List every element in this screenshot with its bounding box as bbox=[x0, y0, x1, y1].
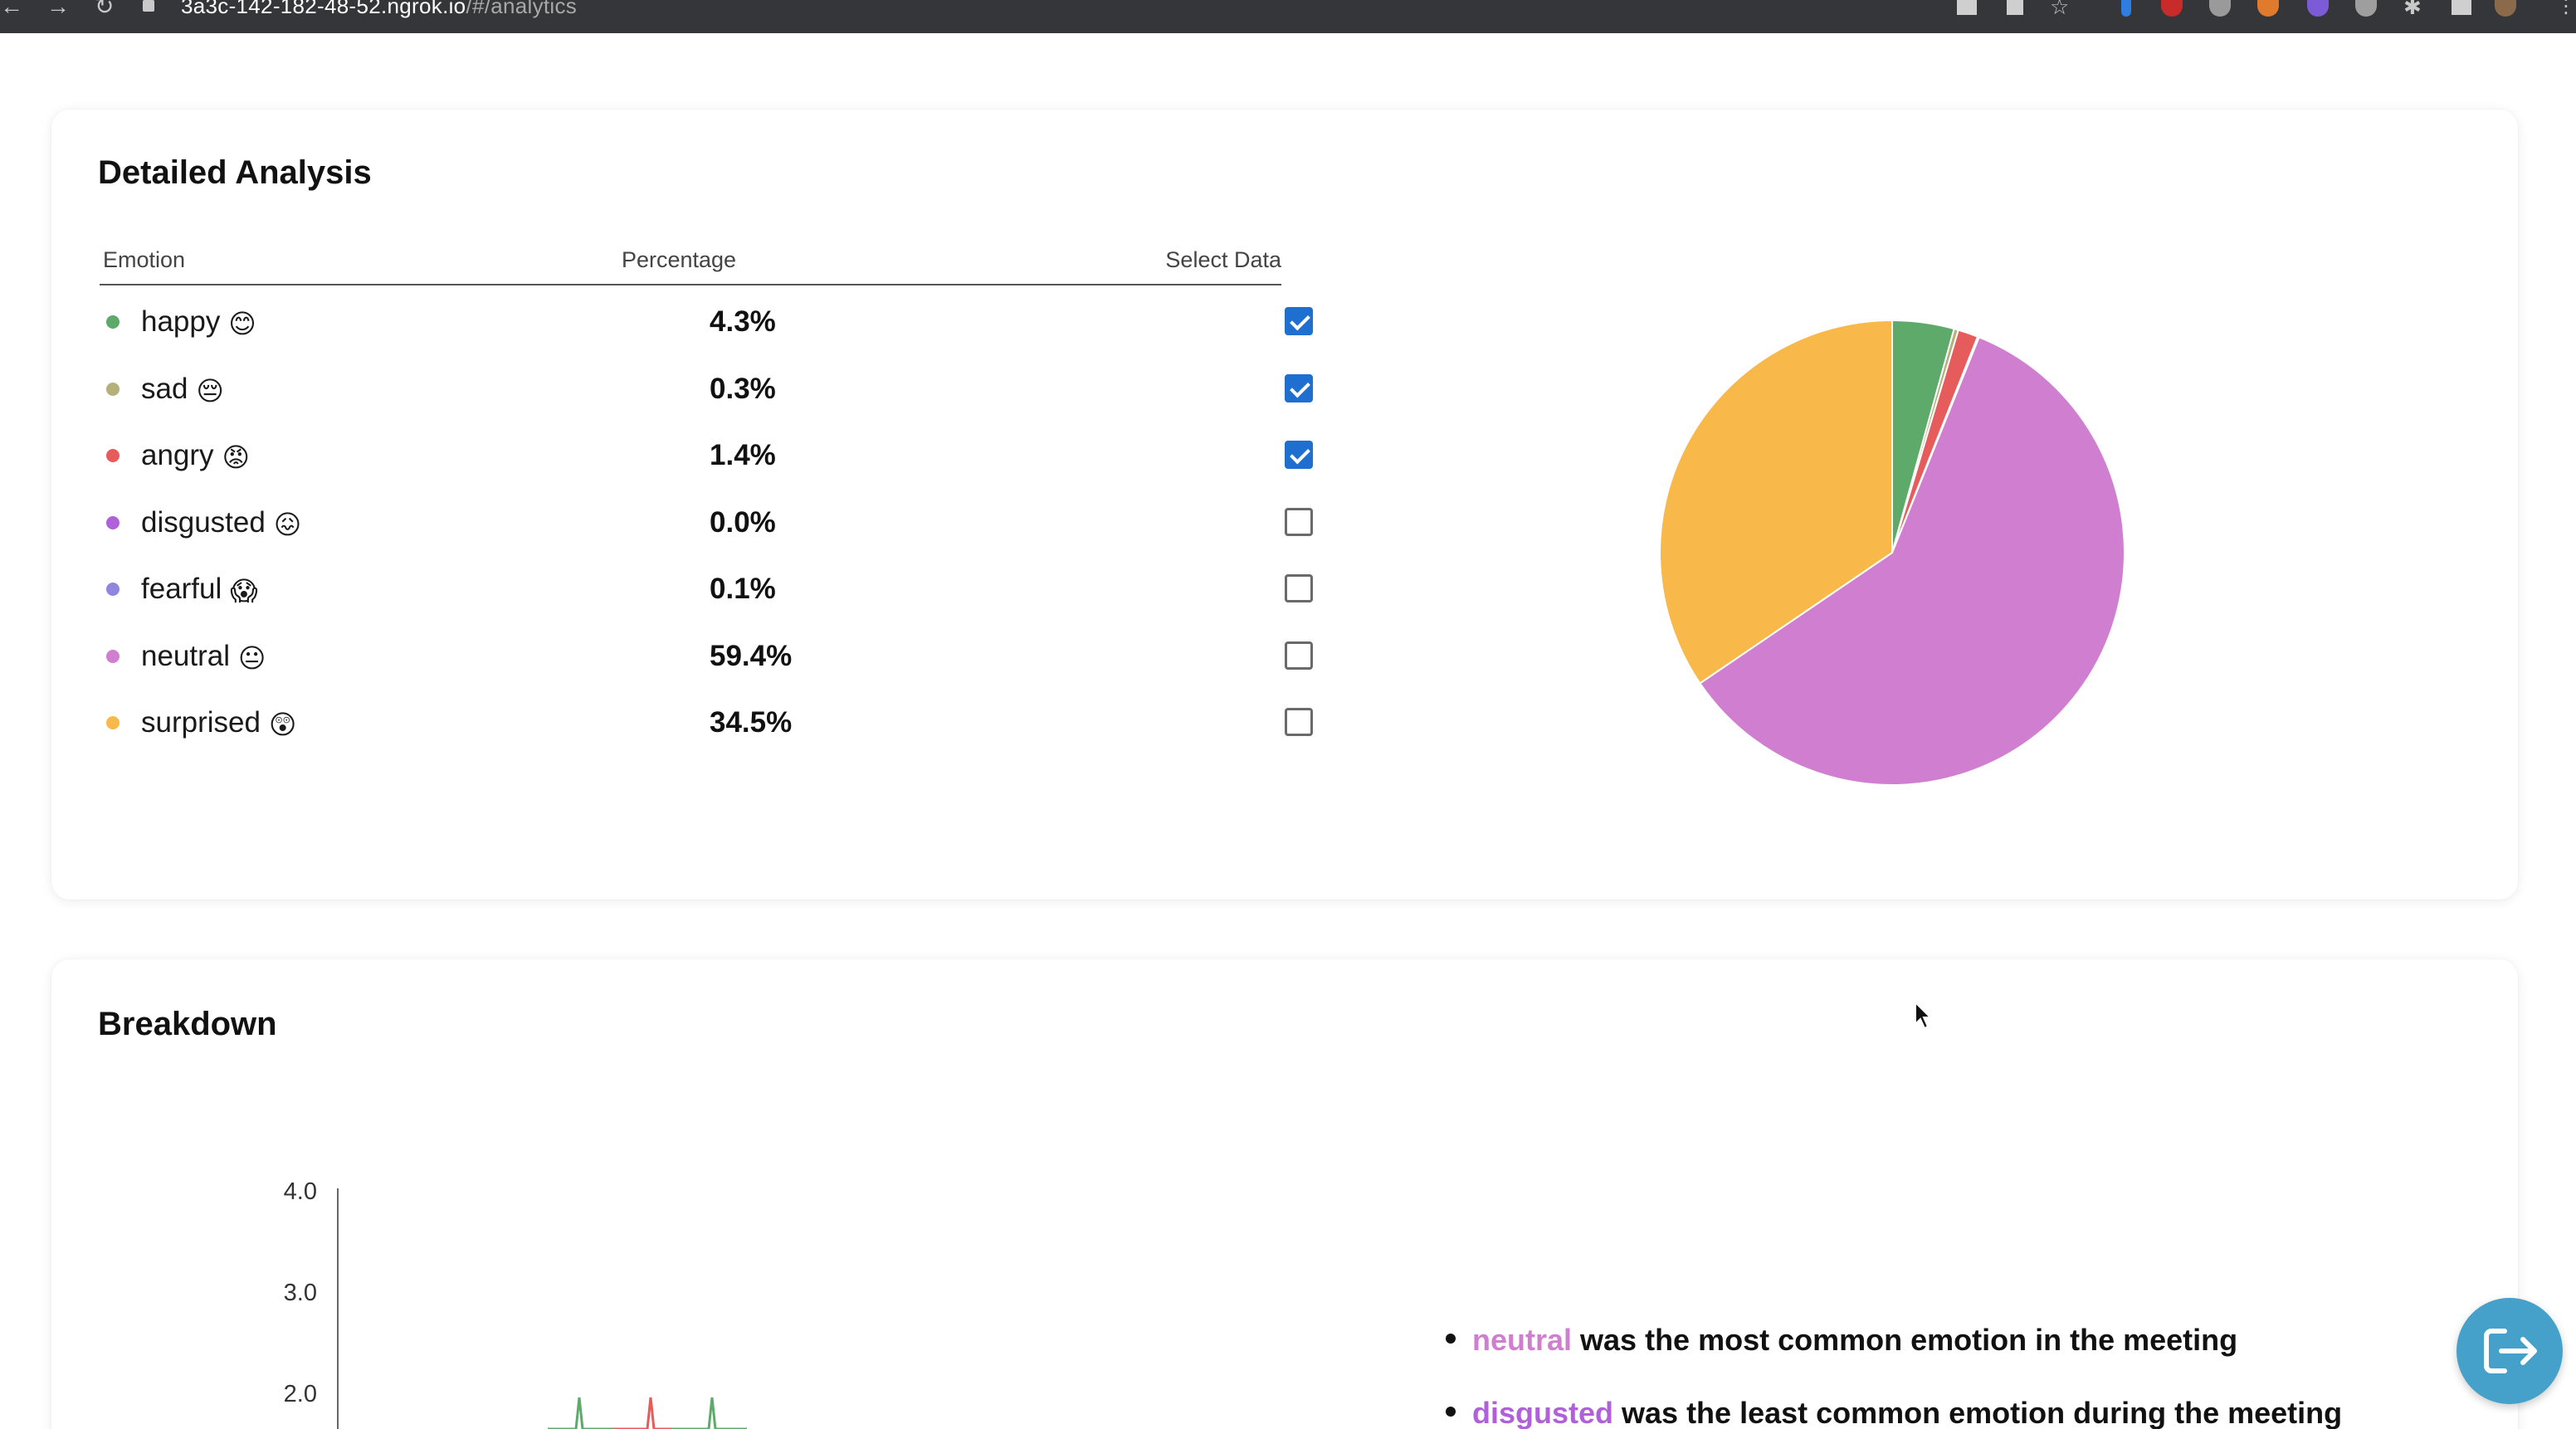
table-row: disgusted 😖 0.0% bbox=[100, 486, 1313, 554]
emotion-color-dot bbox=[106, 515, 120, 529]
table-row: sad 😔 0.3% bbox=[100, 353, 1313, 420]
menu-dots-icon[interactable]: ⋮ bbox=[2556, 0, 2576, 17]
header-percentage: Percentage bbox=[621, 247, 737, 272]
extension-icon-grey[interactable] bbox=[2355, 0, 2377, 17]
sidebar-icon[interactable] bbox=[2452, 0, 2471, 15]
table-row: angry 😡 1.4% bbox=[100, 419, 1313, 486]
breakdown-card: Breakdown bbox=[51, 959, 2518, 1429]
extension-icon-owl[interactable] bbox=[2209, 0, 2231, 17]
bullet bbox=[1446, 1334, 1456, 1344]
mouse-cursor-icon bbox=[1915, 1001, 1933, 1030]
table-row: neutral 😐 59.4% bbox=[100, 620, 1313, 687]
emotion-color-dot bbox=[106, 382, 120, 396]
select-surprised-checkbox[interactable] bbox=[1285, 708, 1313, 736]
browser-toolbar: ← → ↻ 3a3c-142-182-48-52.ngrok.io/#/anal… bbox=[0, 0, 2576, 33]
forward-icon[interactable]: → bbox=[46, 0, 70, 19]
emotion-color-dot bbox=[106, 716, 120, 729]
select-sad-checkbox[interactable] bbox=[1285, 373, 1313, 402]
emotion-color-dot bbox=[106, 649, 120, 663]
y-axis-line bbox=[337, 1188, 339, 1429]
bookmark-star-icon[interactable]: ☆ bbox=[2050, 0, 2070, 19]
emotion-name: disgusted 😖 bbox=[141, 505, 302, 539]
detailed-analysis-card: Detailed Analysis Emotion Percentage Sel… bbox=[51, 110, 2518, 900]
table-row: happy 😊 4.3% bbox=[100, 285, 1313, 353]
select-neutral-checkbox[interactable] bbox=[1285, 641, 1313, 670]
angry-face-icon: 😡 bbox=[222, 442, 250, 472]
lock-icon bbox=[143, 0, 154, 12]
neutral-face-icon: 😐 bbox=[238, 642, 266, 673]
url-text: 3a3c-142-182-48-52.ngrok.io/#/analytics bbox=[181, 0, 578, 18]
emotion-color-dot bbox=[106, 583, 120, 596]
avatar[interactable] bbox=[2495, 0, 2516, 17]
table-header: Emotion Percentage Select Data bbox=[100, 247, 1281, 285]
emotion-percentage: 4.3% bbox=[710, 305, 776, 338]
share-icon[interactable] bbox=[2007, 0, 2023, 15]
sad-face-icon: 😔 bbox=[196, 375, 224, 406]
extension-icon-purple[interactable] bbox=[2307, 0, 2329, 17]
emotion-name: fearful 😱 bbox=[141, 573, 258, 606]
emotion-percentage: 1.4% bbox=[710, 439, 776, 471]
happy-face-icon: 😊 bbox=[228, 309, 256, 339]
table-row: surprised 😲 34.5% bbox=[100, 686, 1313, 754]
extension-icon-orange[interactable] bbox=[2257, 0, 2279, 17]
reload-icon[interactable]: ↻ bbox=[95, 0, 115, 19]
bullet bbox=[1446, 1407, 1456, 1417]
emotion-percentage: 0.1% bbox=[710, 573, 776, 605]
y-tick-label: 2.0 bbox=[283, 1381, 317, 1407]
emotion-name: angry 😡 bbox=[141, 439, 250, 472]
emotion-pie-chart[interactable] bbox=[1643, 304, 2141, 802]
fearful-face-icon: 😱 bbox=[230, 576, 258, 606]
analysis-title: Detailed Analysis bbox=[98, 154, 372, 191]
breakdown-line-peaks bbox=[548, 1397, 747, 1429]
emotion-color-dot bbox=[106, 449, 120, 462]
pie-slice-surprised[interactable] bbox=[1659, 319, 1893, 685]
summary-least-common: disgusted was the least common emotion d… bbox=[1446, 1396, 2342, 1429]
puzzle-icon[interactable]: ✱ bbox=[2403, 0, 2422, 19]
select-happy-checkbox[interactable] bbox=[1285, 307, 1313, 335]
select-fearful-checkbox[interactable] bbox=[1285, 574, 1313, 602]
table-row: fearful 😱 0.1% bbox=[100, 553, 1313, 620]
emotion-percentage: 0.3% bbox=[710, 372, 776, 405]
select-angry-checkbox[interactable] bbox=[1285, 441, 1313, 469]
emotion-name: surprised 😲 bbox=[141, 706, 297, 739]
y-tick-label: 3.0 bbox=[283, 1280, 317, 1306]
emotion-table: Emotion Percentage Select Data happy 😊 4.… bbox=[100, 247, 1313, 754]
emotion-name: sad 😔 bbox=[141, 372, 224, 406]
extension-icon-blue[interactable] bbox=[2121, 0, 2131, 17]
logout-button[interactable] bbox=[2456, 1298, 2563, 1404]
emotion-percentage: 34.5% bbox=[710, 706, 793, 739]
select-disgusted-checkbox[interactable] bbox=[1285, 507, 1313, 536]
surprised-face-icon: 😲 bbox=[268, 710, 297, 739]
header-emotion: Emotion bbox=[103, 247, 186, 272]
emotion-name: neutral 😐 bbox=[141, 639, 266, 673]
breakdown-title: Breakdown bbox=[98, 1006, 277, 1042]
camera-icon[interactable] bbox=[1957, 0, 1977, 15]
pie-slice-neutral[interactable] bbox=[1699, 336, 2125, 786]
emotion-highlight: disgusted bbox=[1472, 1396, 1614, 1429]
y-tick-label: 4.0 bbox=[283, 1178, 317, 1205]
logout-icon bbox=[2484, 1329, 2537, 1373]
header-select-data: Select Data bbox=[1165, 247, 1281, 272]
back-icon[interactable]: ← bbox=[0, 0, 23, 19]
emotion-highlight: neutral bbox=[1472, 1323, 1573, 1357]
emotion-percentage: 0.0% bbox=[710, 505, 776, 539]
emotion-color-dot bbox=[106, 315, 120, 329]
emotion-percentage: 59.4% bbox=[710, 639, 793, 672]
disgusted-face-icon: 😖 bbox=[273, 509, 302, 539]
extension-icon-red[interactable] bbox=[2161, 0, 2183, 17]
summary-most-common: neutral was the most common emotion in t… bbox=[1446, 1323, 2237, 1358]
emotion-name: happy 😊 bbox=[141, 305, 256, 339]
address-bar[interactable]: 3a3c-142-182-48-52.ngrok.io/#/analytics bbox=[143, 0, 577, 20]
